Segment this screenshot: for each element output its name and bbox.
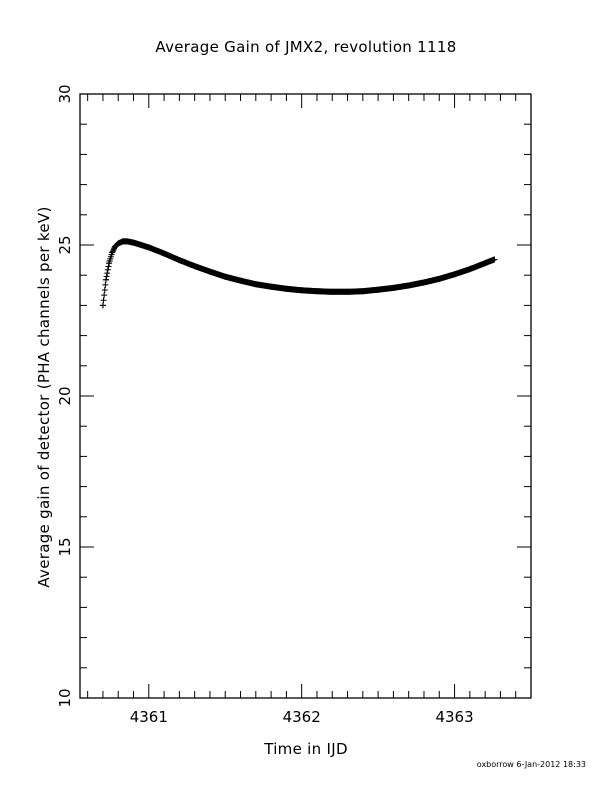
data-marker [102,276,109,283]
y-tick-label: 30 [56,84,74,103]
x-tick-label: 4362 [283,708,321,726]
data-marker [101,292,108,299]
tick-labels: 4361 4362 4363 10 15 20 25 30 [56,84,474,726]
data-marker [100,297,107,304]
data-marker [105,263,112,270]
y-tick-label: 20 [56,386,74,405]
y-tick-label: 15 [56,537,74,556]
data-marker [104,270,111,277]
data-points [99,238,498,309]
data-marker [491,256,498,263]
data-marker [103,273,110,280]
data-marker [99,302,106,309]
data-marker [101,286,108,293]
x-axis-label: Time in IJD [264,740,348,758]
axes [79,93,532,699]
x-tick-label: 4363 [435,708,473,726]
data-marker [104,266,111,273]
footer-stamp: oxborrow 6-Jan-2012 18:33 [476,760,586,769]
data-marker [102,281,109,288]
y-tick-label: 10 [56,688,74,707]
chart-title: Average Gain of JMX2, revolution 1118 [155,38,457,56]
ticks [80,93,532,699]
x-tick-label: 4361 [130,708,168,726]
y-tick-label: 25 [56,235,74,254]
plot-frame [79,93,532,699]
